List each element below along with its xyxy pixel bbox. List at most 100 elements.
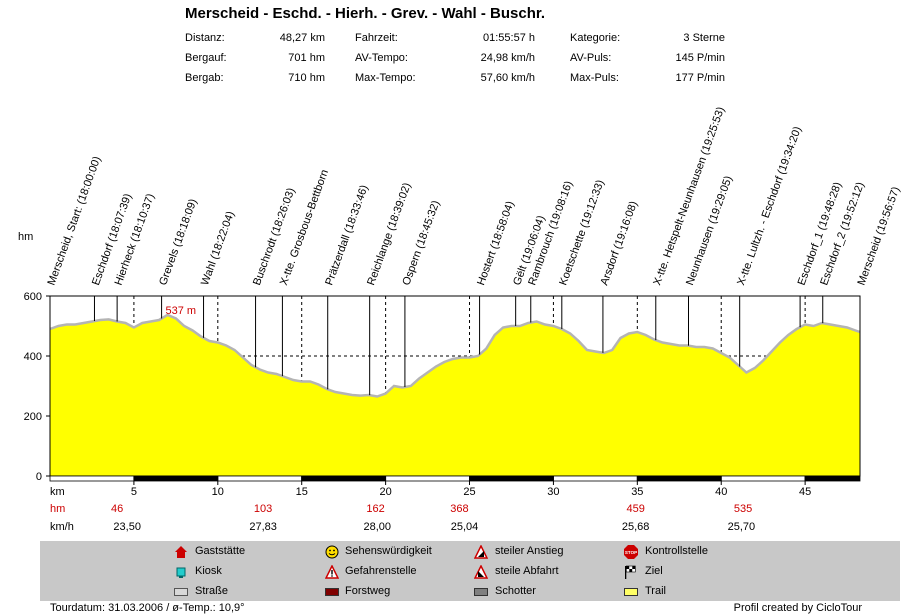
max-elevation-label: 537 m <box>165 305 196 317</box>
kmh-value: 23,50 <box>113 521 141 533</box>
x-tick-label: 20 <box>379 486 391 498</box>
stat-label-climb: Bergauf: <box>185 52 227 64</box>
stat-value-climb: 701 hm <box>288 52 325 64</box>
hm-value: 46 <box>111 503 123 515</box>
steep-descent-icon <box>473 564 489 579</box>
legend-label-finish: Ziel <box>645 565 663 577</box>
legend-label-checkpoint: Kontrollstelle <box>645 545 708 557</box>
y-tick-label: 200 <box>24 411 42 423</box>
kmh-row-label: km/h <box>50 521 74 533</box>
tour-date-footer: Tourdatum: 31.03.2006 / ø-Temp.: 10,9° <box>50 602 245 614</box>
x-axis: 5 10 15 20 25 30 35 40 45 <box>131 476 811 498</box>
stat-value-max-speed: 57,60 km/h <box>480 72 535 84</box>
stat-label-distance: Distanz: <box>185 32 225 44</box>
y-tick-label: 600 <box>24 291 42 303</box>
stat-value-avg-pulse: 145 P/min <box>675 52 725 64</box>
x-tick-label: 25 <box>463 486 475 498</box>
x-tick-label: 45 <box>799 486 811 498</box>
x-tick-label: 15 <box>296 486 308 498</box>
segment-bar <box>49 475 861 482</box>
segment-mark <box>217 475 303 482</box>
stat-value-ride-time: 01:55:57 h <box>483 32 535 44</box>
legend-label-forest-road: Forstweg <box>345 585 391 597</box>
x-tick-label: 5 <box>131 486 137 498</box>
waypoint-label: Grevels (18:18:09) <box>157 197 199 287</box>
svg-text:STOP: STOP <box>625 550 637 555</box>
hm-value: 103 <box>254 503 272 515</box>
stat-value-distance: 48,27 km <box>279 32 325 44</box>
stat-value-avg-speed: 24,98 km/h <box>480 52 535 64</box>
stat-label-avg-pulse: AV-Puls: <box>570 52 612 64</box>
forest-road-swatch-icon <box>325 588 339 596</box>
x-tick-label: 35 <box>631 486 643 498</box>
legend-label-steep-climb: steiler Anstieg <box>495 545 564 557</box>
segment-mark <box>553 475 638 482</box>
stat-value-max-pulse: 177 P/min <box>675 72 725 84</box>
x-tick-label: 10 <box>212 486 224 498</box>
stat-value-descent: 710 hm <box>288 72 325 84</box>
waypoint-label: Hostert (18:58:04) <box>475 200 517 287</box>
stat-label-avg-speed: AV-Tempo: <box>355 52 408 64</box>
gravel-swatch-icon <box>474 588 488 596</box>
legend-label-trail: Trail <box>645 585 666 597</box>
stat-label-max-pulse: Max-Puls: <box>570 72 619 84</box>
kmh-value: 27,83 <box>249 521 277 533</box>
legend-label-gaststaette: Gaststätte <box>195 545 246 557</box>
warning-icon <box>324 564 340 579</box>
elevation-line <box>49 313 861 398</box>
waypoint-layer: Merscheid, Start: (18:00:00)Eschdorf (18… <box>46 105 903 287</box>
stop-sign-icon: STOP <box>624 545 638 559</box>
waypoint-lines <box>49 296 861 396</box>
waypoint-label: Ospern (18:45:32) <box>400 199 442 287</box>
elevation-profile-chart: hm Merscheid, Start: (18:00:00)Eschdorf … <box>18 105 903 533</box>
hm-row-label: hm <box>50 503 65 515</box>
y-axis: 0 200 400 600 <box>24 291 50 483</box>
x-axis-label: km <box>50 486 65 498</box>
segment-mark <box>385 475 470 482</box>
waypoint-label: Arsdorf (19:16:08) <box>598 200 640 287</box>
waypoint-label: Prätzerdall (18:33:46) <box>323 184 370 288</box>
smiley-icon <box>325 545 339 559</box>
finish-flag-icon <box>624 565 638 579</box>
stat-label-ride-time: Fahrzeit: <box>355 32 398 44</box>
waypoint-label: Wahl (18:22:04) <box>199 210 237 287</box>
credit-footer: Profil created by CicloTour <box>733 602 862 614</box>
segment-mark <box>49 475 135 482</box>
hm-value: 535 <box>734 503 752 515</box>
hm-value: 368 <box>450 503 468 515</box>
stat-value-category: 3 Sterne <box>683 32 725 44</box>
legend-label-sights: Sehenswürdigkeit <box>345 545 432 557</box>
kmh-value: 25,70 <box>728 521 756 533</box>
hm-value: 162 <box>366 503 384 515</box>
kmh-value: 25,68 <box>622 521 650 533</box>
waypoint-label: X-tte. Lultzh. - Eschdorf (19:34:20) <box>735 125 804 287</box>
steep-climb-icon <box>473 544 489 559</box>
house-icon <box>174 545 188 559</box>
segment-rows: 46 103 162 368 459 535 23,50 27,83 28,00 25,04 25,… <box>111 503 755 533</box>
hm-value: 459 <box>626 503 644 515</box>
tour-title: Merscheid - Eschd. - Hierh. - Grev. - Wa… <box>185 5 546 22</box>
legend-panel: Gaststätte Sehenswürdigkeit steiler Anst… <box>40 541 900 601</box>
segment-mark <box>636 475 722 482</box>
waypoint-label: Merscheid (19:56:57) <box>856 185 903 287</box>
x-tick-label: 40 <box>715 486 727 498</box>
waypoint-label: X-tte. Grosbous-Bettborn <box>278 168 331 287</box>
stat-label-category: Kategorie: <box>570 32 621 44</box>
segment-mark <box>720 475 806 482</box>
trail-swatch-icon <box>624 588 638 596</box>
legend-label-kiosk: Kiosk <box>195 565 222 577</box>
segment-mark <box>133 475 219 482</box>
y-axis-label: hm <box>18 231 33 243</box>
legend-label-road: Straße <box>195 585 229 597</box>
legend-label-danger: Gefahrenstelle <box>345 565 417 577</box>
elevation-area <box>50 314 860 476</box>
kmh-value: 28,00 <box>363 521 391 533</box>
segment-mark <box>301 475 387 482</box>
legend-label-gravel: Schotter <box>495 585 536 597</box>
segment-mark <box>469 475 554 482</box>
kiosk-icon <box>174 565 188 579</box>
segment-mark <box>804 475 861 482</box>
road-swatch-icon <box>174 588 188 596</box>
kmh-value: 25,04 <box>451 521 479 533</box>
stat-label-descent: Bergab: <box>185 72 224 84</box>
